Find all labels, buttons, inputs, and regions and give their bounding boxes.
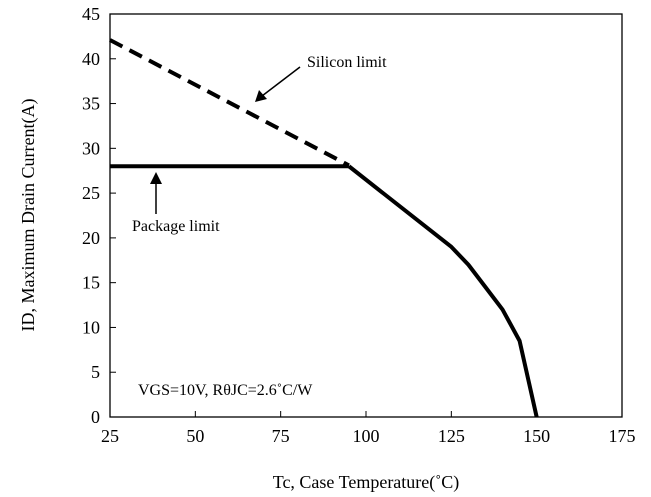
y-axis-title: ID, Maximum Drain Current(A) [18,99,39,332]
conditions-label-bg [134,379,340,401]
x-tick-label: 25 [101,426,119,446]
x-tick-label: 50 [186,426,204,446]
x-tick-label: 75 [272,426,290,446]
y-tick-label: 20 [82,228,100,248]
derating-curve-line [347,164,539,418]
series-layer [109,38,539,418]
x-tick-label: 125 [438,426,465,446]
conditions-annotation: VGS=10V, RθJC=2.6˚C/W [134,379,340,401]
x-tick-label: 150 [523,426,550,446]
x-axis-title: Tc, Case Temperature(˚C) [273,472,460,493]
y-tick-label: 0 [91,407,100,427]
silicon-limit-label-bg [302,50,414,72]
silicon-limit-annotation: Silicon limit [255,50,414,102]
x-axis-ticks: 25 50 75 100 125 150 175 [101,411,636,446]
y-tick-label: 35 [82,94,100,114]
y-tick-label: 40 [82,49,100,69]
package-limit-label-bg [128,214,246,236]
package-limit-arrowhead [150,172,162,184]
y-tick-label: 10 [82,317,100,337]
conditions-label: VGS=10V, RθJC=2.6˚C/W [138,382,313,399]
silicon-limit-arrowhead [255,90,267,102]
silicon-limit-line [109,38,350,168]
package-limit-annotation: Package limit [128,172,246,236]
y-tick-label: 45 [82,4,100,24]
x-tick-label: 175 [609,426,636,446]
x-tick-label: 100 [353,426,380,446]
y-tick-label: 5 [91,362,100,382]
silicon-limit-label: Silicon limit [307,54,387,71]
y-tick-label: 15 [82,273,100,293]
package-limit-label: Package limit [132,218,220,235]
y-axis-ticks: 0 5 10 15 20 25 30 35 40 45 [82,4,116,427]
silicon-limit-arrow-line [261,66,301,97]
y-tick-label: 25 [82,183,100,203]
y-tick-label: 30 [82,138,100,158]
